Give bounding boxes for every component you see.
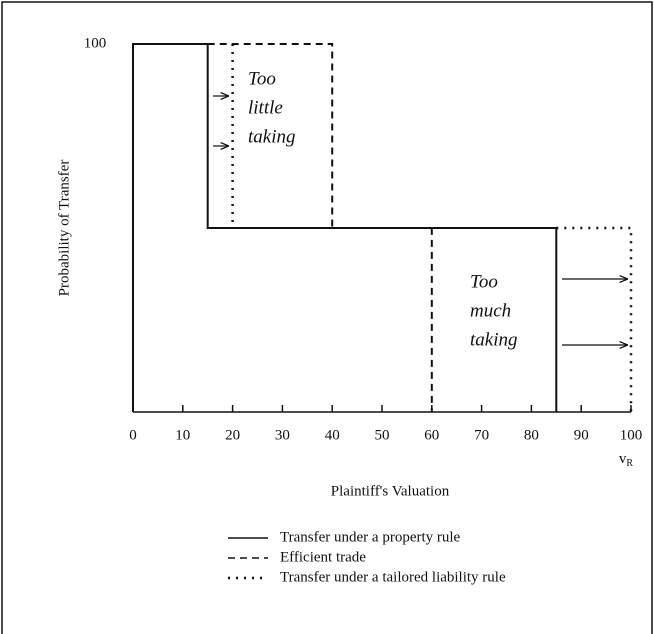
annotation: much <box>470 300 511 321</box>
series-line <box>207 43 433 412</box>
x-tick-label: 70 <box>474 427 489 443</box>
x-tick-label: 20 <box>225 427 240 443</box>
legend-label: Efficient trade <box>280 549 366 565</box>
x-tick-label: 90 <box>574 427 589 443</box>
x-tick-label: 10 <box>175 427 190 443</box>
x-tick-label: 100 <box>620 427 643 443</box>
annotation: Too <box>248 68 276 89</box>
arrows <box>213 96 628 345</box>
x-tick-label: 50 <box>375 427 390 443</box>
x-axis-symbol: vR <box>619 451 634 469</box>
x-tick-label: 80 <box>524 427 539 443</box>
y-axis-label: Probability of Transfer <box>56 160 72 297</box>
x-tick-label: 30 <box>275 427 290 443</box>
y-tick-label: 100 <box>84 35 107 51</box>
x-axis-symbol-main: v <box>619 451 627 467</box>
annotation: Too <box>470 271 498 292</box>
x-axis-symbol-subscript: R <box>626 458 633 469</box>
annotation: taking <box>248 126 296 147</box>
x-tick-label: 40 <box>325 427 340 443</box>
x-tick-label: 60 <box>424 427 439 443</box>
series-line <box>132 43 558 412</box>
x-tick-label: 0 <box>129 427 137 443</box>
annotation: little <box>248 97 283 118</box>
series-line <box>231 44 633 412</box>
legend-label: Transfer under a tailored liability rule <box>280 569 506 585</box>
x-axis-label: Plaintiff's Valuation <box>331 483 450 499</box>
annotation: taking <box>470 329 518 350</box>
legend-label: Transfer under a property rule <box>280 529 461 545</box>
